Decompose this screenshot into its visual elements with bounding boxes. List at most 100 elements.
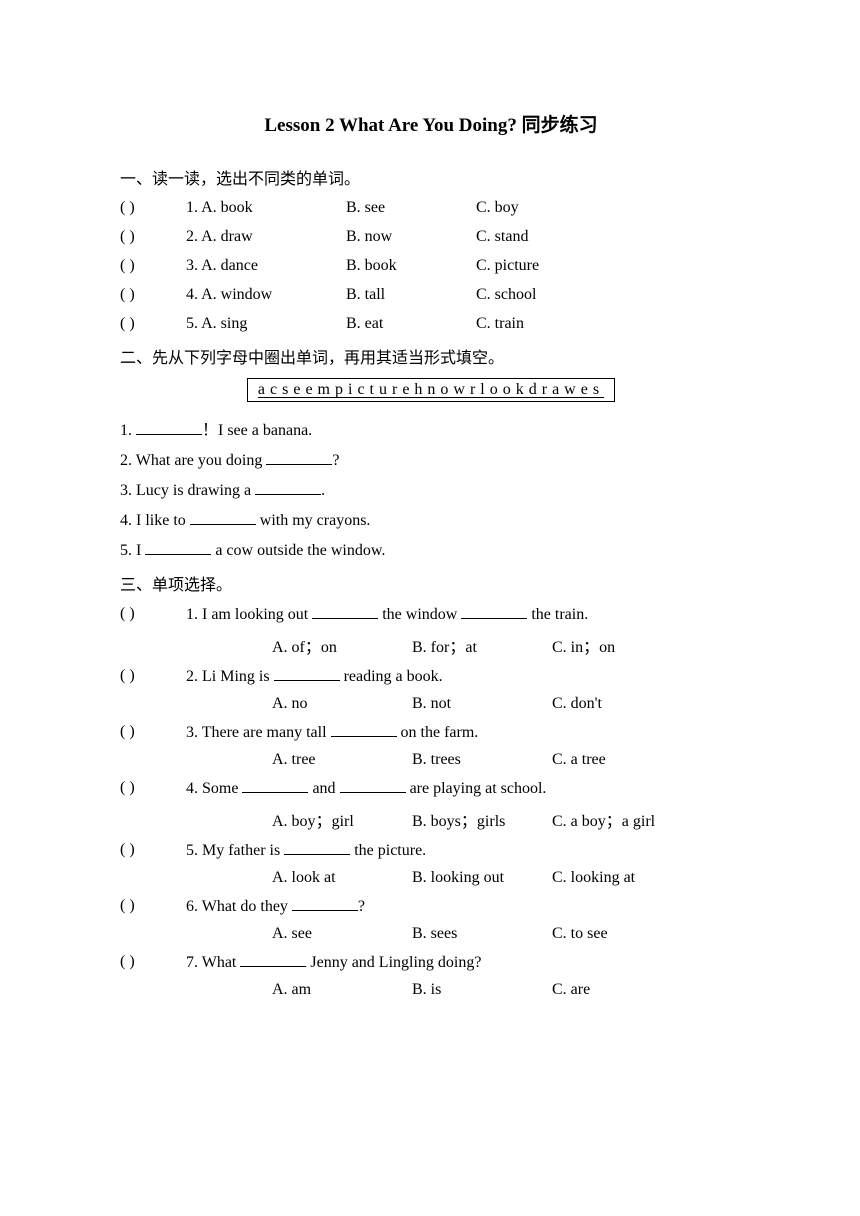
fill-blank[interactable] (240, 953, 306, 967)
fill-blank[interactable] (136, 421, 202, 435)
question-item: ( )1. I am looking out the window the tr… (120, 605, 742, 657)
question-stem: ( )7. What Jenny and Lingling doing? (120, 953, 742, 972)
fill-line: 3. Lucy is drawing a . (120, 481, 742, 500)
option-c: C. a boy；a girl (552, 807, 655, 831)
answer-paren[interactable]: ( ) (120, 953, 186, 972)
fill-pre: 2. What are you doing (120, 452, 266, 469)
question-options: A. noB. notC. don't (120, 695, 742, 713)
option-b: B. trees (412, 751, 552, 769)
option-c: C. in；on (552, 633, 615, 657)
question-options: A. seeB. seesC. to see (120, 925, 742, 943)
list-item: ( )3. A. danceB. bookC. picture (120, 257, 742, 275)
option-a: A. no (272, 695, 412, 713)
question-options: A. amB. isC. are (120, 981, 742, 999)
answer-paren[interactable]: ( ) (120, 605, 186, 624)
option-c: C. picture (476, 257, 539, 275)
answer-paren[interactable]: ( ) (120, 779, 186, 798)
fill-blank[interactable] (461, 605, 527, 619)
option-b: B. is (412, 981, 552, 999)
option-c: C. looking at (552, 869, 635, 887)
question-stem: ( )4. Some and are playing at school. (120, 779, 742, 798)
question-options: A. of；onB. for；atC. in；on (120, 633, 742, 657)
fill-post: with my crayons. (256, 512, 371, 529)
section3-label: 三、单项选择。 (120, 571, 742, 595)
page-title: Lesson 2 What Are You Doing? 同步练习 (120, 110, 742, 137)
fill-blank[interactable] (145, 541, 211, 555)
list-item: ( )5. A. singB. eatC. train (120, 315, 742, 333)
list-item: ( )4. A. windowB. tallC. school (120, 286, 742, 304)
fill-post: ！I see a banana. (202, 422, 312, 439)
question-options: A. treeB. treesC. a tree (120, 751, 742, 769)
answer-paren[interactable]: ( ) (120, 199, 186, 217)
option-c: C. train (476, 315, 524, 333)
option-b: B. eat (346, 315, 476, 333)
fill-blank[interactable] (340, 779, 406, 793)
option-b: B. now (346, 228, 476, 246)
section1-rows: ( )1. A. bookB. seeC. boy( )2. A. drawB.… (120, 199, 742, 333)
fill-post: . (321, 482, 325, 499)
fill-pre: 5. I (120, 542, 145, 559)
section1-label: 一、读一读，选出不同类的单词。 (120, 165, 742, 189)
fill-line: 4. I like to with my crayons. (120, 511, 742, 530)
option-c: C. a tree (552, 751, 606, 769)
question-stem: ( )3. There are many tall on the farm. (120, 723, 742, 742)
question-options: A. look atB. looking outC. looking at (120, 869, 742, 887)
fill-post: ? (332, 452, 339, 469)
option-a: A. look at (272, 869, 412, 887)
fill-blank[interactable] (292, 897, 358, 911)
option-a: 5. A. sing (186, 315, 346, 333)
fill-line: 1. ！I see a banana. (120, 416, 742, 440)
option-a: 3. A. dance (186, 257, 346, 275)
fill-line: 2. What are you doing ? (120, 451, 742, 470)
option-b: B. tall (346, 286, 476, 304)
answer-paren[interactable]: ( ) (120, 667, 186, 686)
fill-blank[interactable] (312, 605, 378, 619)
list-item: ( )1. A. bookB. seeC. boy (120, 199, 742, 217)
option-b: B. looking out (412, 869, 552, 887)
fill-blank[interactable] (284, 841, 350, 855)
fill-blank[interactable] (242, 779, 308, 793)
option-a: A. am (272, 981, 412, 999)
option-c: C. boy (476, 199, 519, 217)
list-item: ( )2. A. drawB. nowC. stand (120, 228, 742, 246)
wordbox-text: acseempicturehnowrlookdrawes (247, 378, 615, 402)
question-item: ( )3. There are many tall on the farm. A.… (120, 723, 742, 769)
wordbox: acseempicturehnowrlookdrawes (120, 378, 742, 402)
option-a: A. tree (272, 751, 412, 769)
fill-blank[interactable] (274, 667, 340, 681)
question-stem: ( )1. I am looking out the window the tr… (120, 605, 742, 624)
answer-paren[interactable]: ( ) (120, 897, 186, 916)
answer-paren[interactable]: ( ) (120, 315, 186, 333)
option-b: B. book (346, 257, 476, 275)
option-b: B. boys；girls (412, 807, 552, 831)
question-item: ( )4. Some and are playing at school. A. … (120, 779, 742, 831)
option-c: C. school (476, 286, 536, 304)
fill-line: 5. I a cow outside the window. (120, 541, 742, 560)
section3-questions: ( )1. I am looking out the window the tr… (120, 605, 742, 999)
option-c: C. are (552, 981, 590, 999)
option-b: B. sees (412, 925, 552, 943)
question-options: A. boy；girlB. boys；girlsC. a boy；a girl (120, 807, 742, 831)
answer-paren[interactable]: ( ) (120, 257, 186, 275)
answer-paren[interactable]: ( ) (120, 286, 186, 304)
section2-items: 1. ！I see a banana. 2. What are you doing… (120, 416, 742, 560)
question-item: ( )5. My father is the picture. A. look a… (120, 841, 742, 887)
option-b: B. for；at (412, 633, 552, 657)
question-item: ( )2. Li Ming is reading a book. A. noB. … (120, 667, 742, 713)
answer-paren[interactable]: ( ) (120, 723, 186, 742)
question-item: ( )7. What Jenny and Lingling doing? A. a… (120, 953, 742, 999)
fill-blank[interactable] (190, 511, 256, 525)
option-b: B. see (346, 199, 476, 217)
fill-pre: 4. I like to (120, 512, 190, 529)
question-stem: ( )2. Li Ming is reading a book. (120, 667, 742, 686)
fill-blank[interactable] (266, 451, 332, 465)
fill-blank[interactable] (255, 481, 321, 495)
answer-paren[interactable]: ( ) (120, 841, 186, 860)
question-item: ( )6. What do they ?A. seeB. seesC. to s… (120, 897, 742, 943)
question-stem: ( )5. My father is the picture. (120, 841, 742, 860)
fill-post: a cow outside the window. (211, 542, 385, 559)
answer-paren[interactable]: ( ) (120, 228, 186, 246)
option-a: A. boy；girl (272, 807, 412, 831)
fill-blank[interactable] (331, 723, 397, 737)
option-a: 2. A. draw (186, 228, 346, 246)
